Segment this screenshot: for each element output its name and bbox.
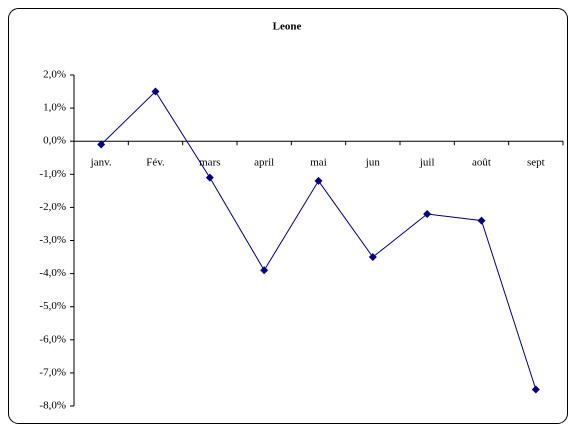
marker — [97, 140, 106, 149]
marker — [205, 173, 214, 182]
x-tick-label: jun — [365, 157, 381, 169]
x-tick-label: mars — [199, 157, 220, 169]
x-tick-label: Fév. — [146, 157, 165, 169]
x-tick-label: sept — [527, 157, 545, 169]
x-tick-label: août — [472, 157, 491, 169]
x-tick-label: juil — [419, 157, 435, 169]
y-tick-label: -7,0% — [39, 366, 66, 378]
y-tick-label: -2,0% — [39, 201, 66, 213]
y-tick-label: -1,0% — [39, 168, 66, 180]
marker — [423, 210, 432, 219]
y-tick-label: 0,0% — [43, 135, 66, 147]
x-tick-label: janv. — [90, 157, 112, 169]
marker — [477, 216, 486, 225]
marker — [368, 253, 377, 262]
x-tick-label: april — [254, 157, 274, 169]
marker — [260, 266, 269, 275]
marker — [531, 385, 540, 394]
chart-title: Leone — [273, 21, 302, 33]
chart-border — [8, 8, 568, 424]
y-tick-label: -4,0% — [39, 267, 66, 279]
x-tick-label: mai — [310, 157, 327, 169]
marker — [314, 176, 323, 185]
y-tick-label: 2,0% — [43, 69, 66, 81]
y-tick-label: -8,0% — [39, 400, 66, 412]
y-tick-label: -6,0% — [39, 333, 66, 345]
y-tick-label: -3,0% — [39, 234, 66, 246]
y-tick-label: -5,0% — [39, 300, 66, 312]
marker — [151, 87, 160, 96]
y-tick-label: 1,0% — [43, 102, 66, 114]
